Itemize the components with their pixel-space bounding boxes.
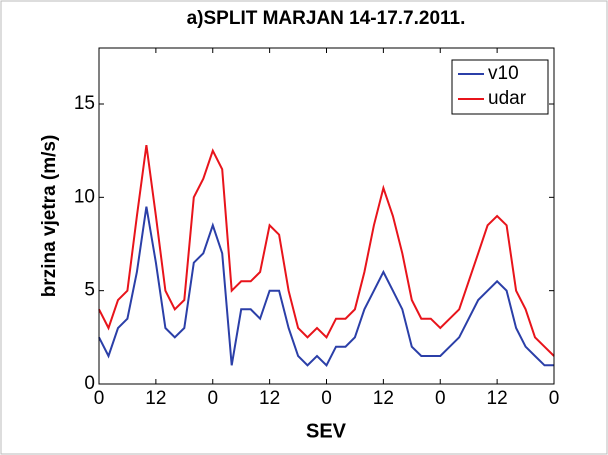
- x-tick-label: 12: [487, 388, 508, 409]
- series-line: [98, 206, 554, 367]
- x-tick-label: 12: [259, 388, 280, 409]
- x-tick-label: 0: [321, 388, 332, 409]
- legend-label: v10: [488, 63, 519, 84]
- x-axis-label: SEV: [306, 420, 347, 442]
- x-tick-label: 12: [373, 388, 394, 409]
- x-tick-label: 0: [94, 388, 105, 409]
- x-tick-label: 0: [435, 388, 446, 409]
- x-tick-label: 12: [145, 388, 166, 409]
- x-tick-label: 0: [549, 388, 560, 409]
- y-axis-label: brzina vjetra (m/s): [39, 135, 60, 298]
- series-line: [98, 144, 555, 357]
- legend-box: [451, 59, 549, 115]
- y-tick-label: 0: [84, 373, 95, 394]
- y-tick-label: 10: [74, 186, 95, 207]
- chart-title: a)SPLIT MARJAN 14-17.7.2011.: [187, 8, 466, 29]
- y-tick-label: 15: [74, 93, 95, 114]
- x-tick-label: 0: [207, 388, 218, 409]
- y-tick-label: 5: [84, 280, 95, 301]
- legend-label: udar: [488, 88, 527, 109]
